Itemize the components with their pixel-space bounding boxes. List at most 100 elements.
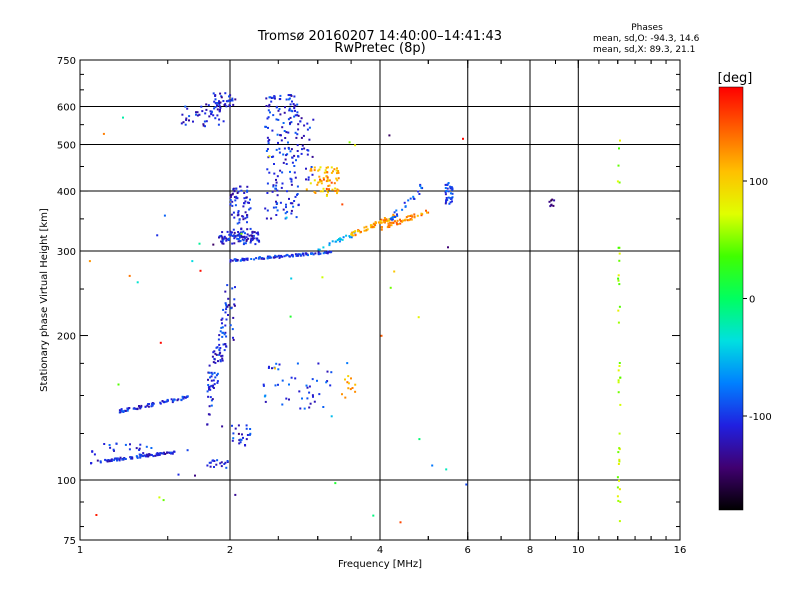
data-point (274, 384, 277, 387)
data-point (291, 161, 294, 164)
data-point (184, 105, 187, 108)
data-point (115, 442, 118, 445)
data-point (221, 236, 224, 239)
data-point (292, 255, 294, 258)
data-point (290, 212, 293, 215)
data-point (221, 331, 224, 334)
data-point (147, 455, 150, 458)
chart-title: Tromsø 20160207 14:40:00–14:41:43 (257, 29, 502, 44)
data-point (117, 383, 120, 386)
data-point (549, 205, 552, 208)
data-point (293, 154, 296, 157)
data-point (330, 181, 333, 184)
data-point (234, 98, 237, 101)
data-point (285, 203, 287, 206)
data-point (404, 205, 407, 208)
data-point (310, 169, 313, 172)
data-point (306, 386, 309, 389)
data-point (219, 347, 222, 349)
data-point (286, 254, 289, 256)
data-point (309, 402, 312, 405)
data-point (404, 218, 407, 221)
data-point (218, 235, 221, 238)
data-point (220, 465, 223, 468)
data-point (342, 236, 345, 239)
data-point (231, 259, 234, 262)
data-point (159, 341, 162, 344)
data-point (395, 209, 398, 212)
data-point (282, 161, 285, 164)
data-point (354, 230, 357, 233)
data-point (267, 367, 270, 369)
data-point (223, 235, 226, 238)
data-point (231, 234, 234, 237)
colorbar-tick-label: 100 (749, 177, 768, 188)
data-point (212, 351, 215, 354)
data-point (136, 456, 139, 459)
data-point (208, 405, 211, 408)
data-point (118, 409, 121, 412)
data-point (221, 231, 224, 234)
data-point (236, 197, 239, 200)
data-point (307, 254, 309, 257)
data-point (231, 439, 234, 442)
data-point (264, 400, 267, 403)
data-point (316, 183, 319, 186)
data-point (210, 371, 213, 374)
data-point (182, 397, 185, 400)
data-point (618, 181, 621, 184)
data-point (196, 114, 199, 117)
data-point (275, 181, 278, 184)
data-point (216, 381, 219, 384)
data-point (618, 520, 621, 523)
data-point (296, 133, 299, 136)
data-point (616, 495, 619, 498)
data-point (231, 328, 234, 331)
data-point (109, 446, 112, 449)
data-point (231, 242, 234, 245)
data-point (292, 103, 295, 105)
data-point (296, 111, 299, 114)
data-point (225, 335, 228, 338)
data-point (221, 359, 224, 362)
data-point (288, 97, 291, 100)
data-point (272, 114, 275, 117)
data-point (234, 199, 237, 202)
data-point (180, 122, 183, 125)
data-point (231, 193, 234, 196)
data-point (232, 336, 234, 339)
data-point (221, 326, 224, 329)
data-point (242, 436, 244, 439)
data-point (266, 192, 269, 194)
data-point (311, 378, 314, 381)
data-point (271, 129, 274, 132)
data-point (164, 453, 167, 455)
data-point (207, 371, 210, 374)
data-point (291, 202, 294, 205)
data-point (322, 187, 325, 190)
data-point (325, 166, 328, 169)
data-point (268, 255, 271, 258)
data-point (289, 170, 291, 173)
data-point (309, 182, 312, 185)
data-point (305, 178, 307, 181)
data-point (444, 193, 447, 196)
data-point (99, 461, 102, 464)
data-point (289, 315, 292, 318)
data-point (380, 228, 383, 231)
data-point (298, 390, 301, 393)
data-point (552, 204, 555, 207)
data-point (325, 175, 328, 178)
data-point (221, 240, 224, 242)
data-point (219, 360, 222, 363)
data-point (160, 452, 163, 455)
data-point (313, 191, 316, 193)
data-point (241, 433, 243, 436)
data-point (617, 451, 620, 454)
data-point (307, 149, 310, 152)
data-point (96, 459, 99, 462)
data-point (416, 214, 419, 217)
data-point (272, 155, 275, 158)
data-point (266, 255, 269, 258)
data-point (619, 500, 622, 503)
